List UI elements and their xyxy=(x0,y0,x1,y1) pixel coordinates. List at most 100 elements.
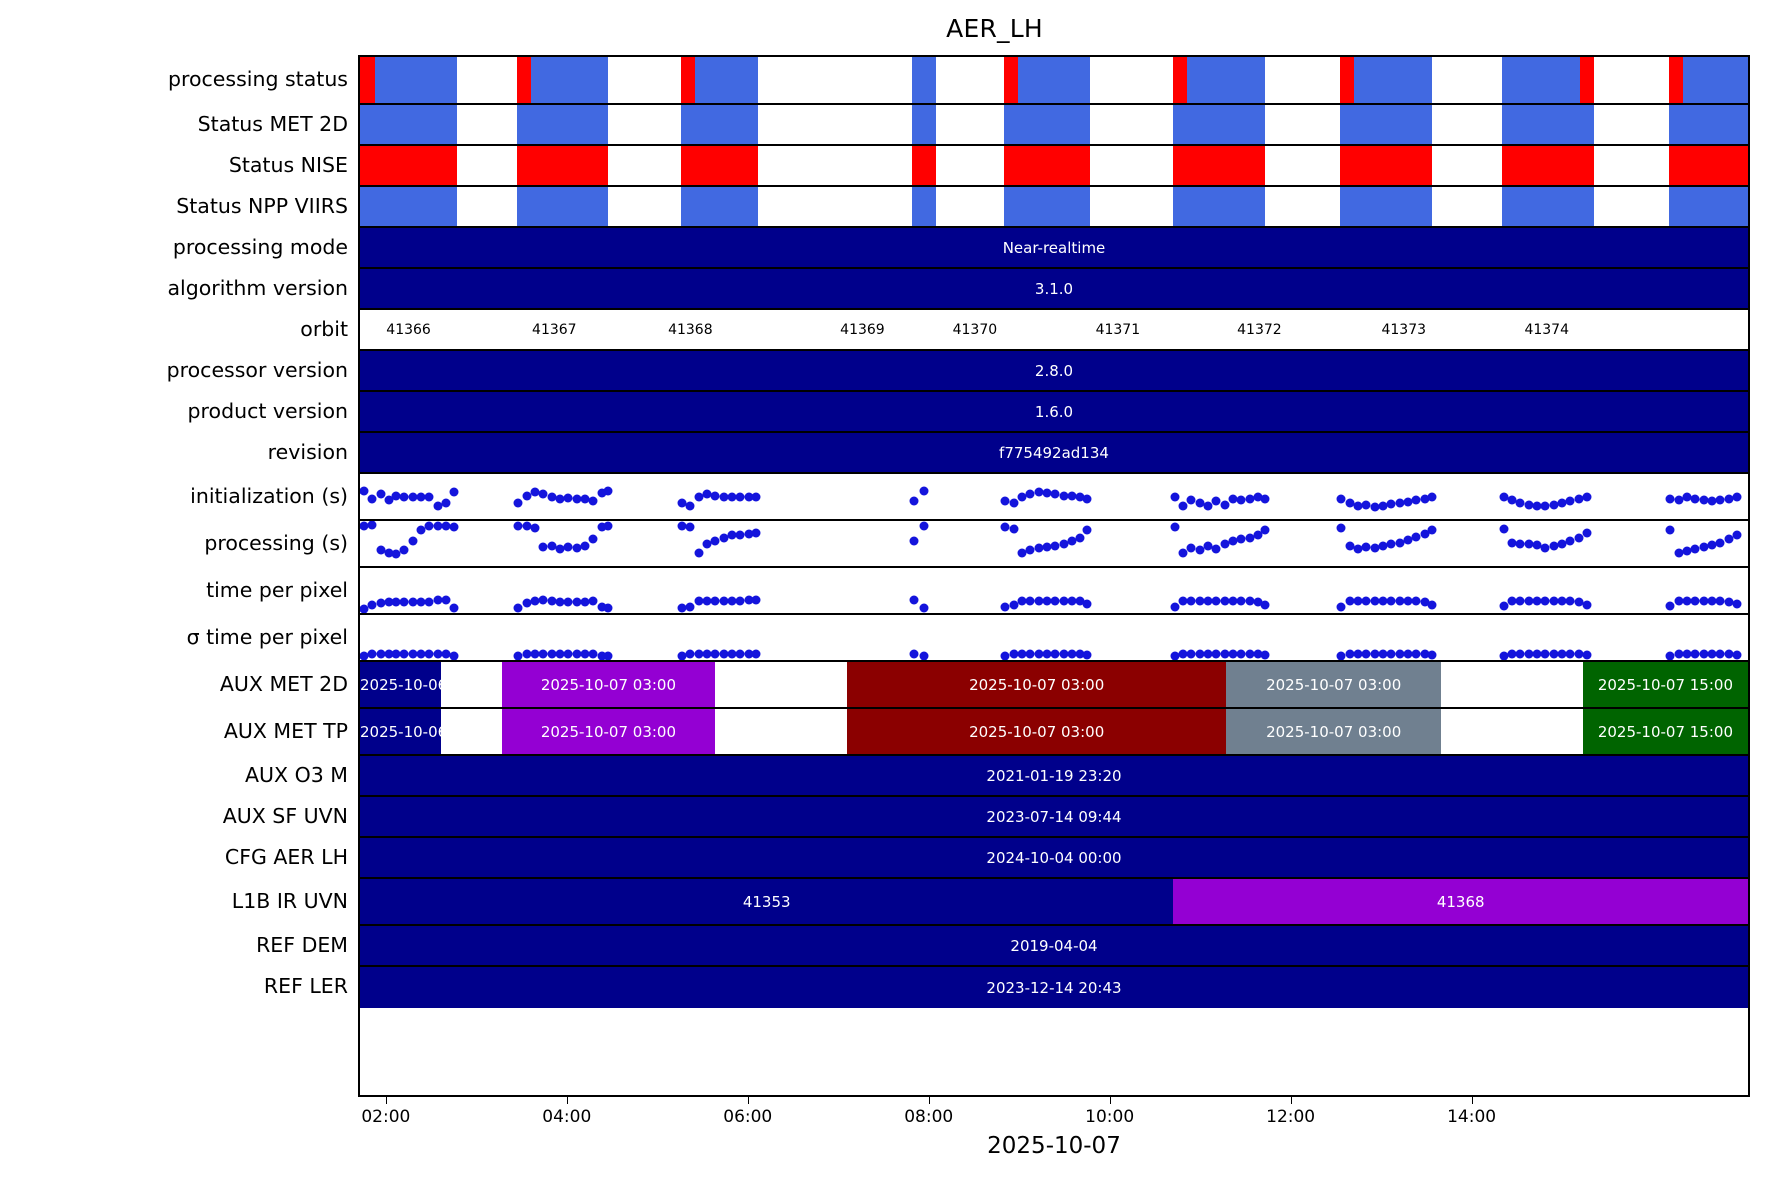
data-point xyxy=(367,600,377,610)
data-point xyxy=(572,649,582,659)
row-status-npp-viirs xyxy=(360,187,1748,228)
data-point xyxy=(1336,494,1346,504)
data-point xyxy=(1075,596,1085,606)
data-point xyxy=(603,486,613,496)
data-point xyxy=(1245,533,1255,543)
data-point xyxy=(1557,596,1567,606)
data-point xyxy=(719,649,729,659)
aux-met-2d-segment-label: 2025-10-07 03:00 xyxy=(540,675,677,694)
processing-status-segment xyxy=(516,57,531,103)
data-point xyxy=(360,486,369,496)
data-point xyxy=(1211,496,1221,506)
data-point xyxy=(1507,538,1517,548)
data-point xyxy=(1211,596,1221,606)
aux-met-2d-segment-label: 2025-10-07 15:00 xyxy=(1597,675,1733,694)
data-point xyxy=(1228,494,1238,504)
data-point xyxy=(677,603,687,613)
data-point xyxy=(719,596,729,606)
row-orbit: 41366 41367 41368 41369 41370 41371 41372 41373… xyxy=(360,310,1748,351)
data-point xyxy=(1253,492,1263,502)
data-point xyxy=(563,542,573,552)
data-point xyxy=(597,651,606,660)
status-nise-segment xyxy=(1173,146,1265,185)
aux-met-2d-segment: 2025-10-06 15:00 xyxy=(360,662,495,707)
data-point xyxy=(522,491,532,501)
data-point xyxy=(384,597,394,607)
status-nise-segment xyxy=(1668,146,1748,185)
data-point xyxy=(1532,540,1542,550)
l1b-ir-uvn-segment: 41368 xyxy=(1173,879,1748,924)
data-point xyxy=(1345,596,1355,606)
data-point xyxy=(1370,502,1380,512)
row-label-aux-met-2d: AUX MET 2D xyxy=(219,671,348,696)
x-axis: 02:00 04:00 06:00 08:00 10:00 12:00 14:00 xyxy=(358,1097,1750,1157)
data-point xyxy=(416,597,426,607)
data-point xyxy=(555,494,565,504)
row-l1b-ir-uvn: 41353 41368 xyxy=(360,879,1748,926)
data-point xyxy=(1260,600,1270,610)
row-aux-met-tp: 2025-10-06 15:00 2025-10-07 03:00 2025-10-… xyxy=(360,709,1748,756)
data-point xyxy=(1211,649,1221,659)
processing-mode-band: Near-realtime xyxy=(360,228,1748,267)
aux-met-tp-segment-label: 2025-10-07 03:00 xyxy=(540,722,677,741)
data-point xyxy=(391,491,401,501)
processing-status-segment xyxy=(1353,57,1432,103)
data-point xyxy=(538,595,548,604)
data-point xyxy=(547,649,557,659)
data-point xyxy=(1524,539,1534,548)
data-point xyxy=(1009,649,1019,659)
data-point xyxy=(376,489,386,499)
data-point xyxy=(1178,596,1188,606)
data-point xyxy=(399,545,409,555)
cfg-aer-lh-value: 2024-10-04 00:00 xyxy=(986,848,1122,867)
data-point xyxy=(1236,596,1246,606)
orbit-value: 41373 xyxy=(1381,321,1427,338)
data-point xyxy=(1170,651,1180,660)
data-point xyxy=(1034,487,1044,497)
row-label-algorithm-version: algorithm version xyxy=(167,275,348,300)
data-point xyxy=(727,530,737,539)
status-met-2d-segment xyxy=(1339,105,1432,144)
data-point xyxy=(685,501,695,510)
data-point xyxy=(1082,599,1092,609)
processing-status-segment xyxy=(1173,57,1188,103)
data-point xyxy=(555,544,565,554)
data-point xyxy=(603,603,613,613)
row-status-nise xyxy=(360,146,1748,187)
data-point xyxy=(1345,541,1355,551)
data-point xyxy=(433,649,443,659)
data-point xyxy=(1075,492,1085,501)
status-nise-segment xyxy=(912,146,937,185)
algorithm-version-band: 3.1.0 xyxy=(360,269,1748,308)
status-npp-viirs-segment xyxy=(912,187,937,226)
aux-met-tp-segment-label: 2025-10-07 03:00 xyxy=(969,722,1105,741)
processing-status-segment xyxy=(912,57,937,103)
data-point xyxy=(1690,544,1700,554)
aux-met-tp-segment: 2025-10-07 03:00 xyxy=(1226,709,1442,754)
data-point xyxy=(735,492,745,502)
data-point xyxy=(384,495,394,505)
row-revision: f775492ad134 xyxy=(360,433,1748,474)
data-point xyxy=(376,649,386,659)
data-point xyxy=(1574,597,1584,607)
row-aux-met-2d: 2025-10-06 15:00 2025-10-07 03:00 2025-10-… xyxy=(360,662,1748,709)
orbit-value: 41372 xyxy=(1237,321,1282,338)
data-point xyxy=(1699,649,1709,659)
data-point xyxy=(1732,492,1742,501)
processing-status-segment xyxy=(375,57,458,103)
data-point xyxy=(538,649,548,659)
row-label-aux-o3-m: AUX O3 M xyxy=(245,762,348,787)
data-point xyxy=(441,649,451,659)
data-point xyxy=(449,522,459,532)
data-point xyxy=(710,491,720,501)
data-point xyxy=(1549,541,1559,551)
status-npp-viirs-segment xyxy=(516,187,609,226)
data-point xyxy=(1499,492,1509,502)
data-point xyxy=(1574,649,1584,659)
data-point xyxy=(360,521,369,531)
aux-met-tp-segment-label: 2025-10-07 15:00 xyxy=(1597,722,1733,741)
data-point xyxy=(603,521,613,531)
data-point xyxy=(376,545,386,555)
data-point xyxy=(563,597,573,607)
data-point xyxy=(1042,542,1052,552)
